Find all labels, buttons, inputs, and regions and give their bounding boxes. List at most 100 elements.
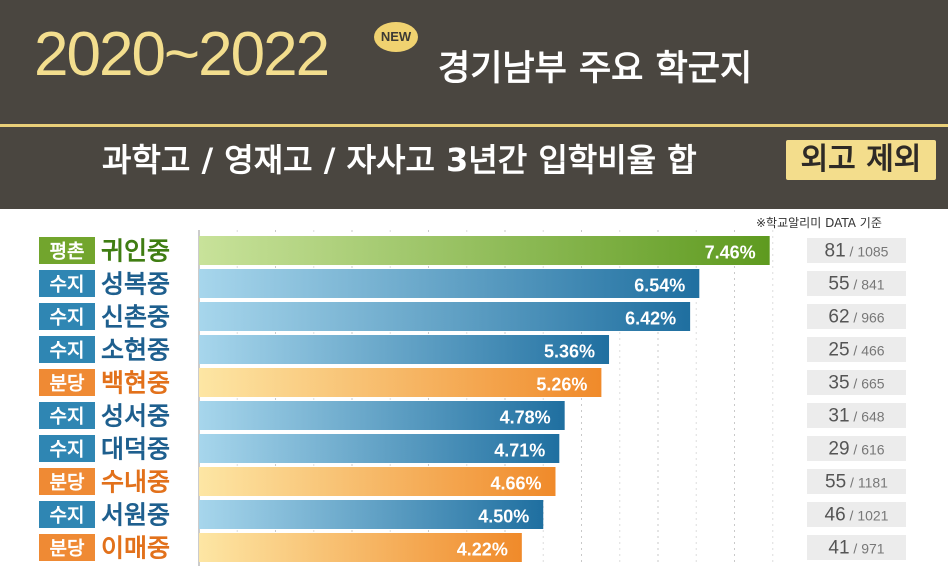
value-label: 6.54% bbox=[634, 276, 685, 296]
school-name: 이매중 bbox=[101, 534, 170, 563]
count-separator: / bbox=[850, 442, 862, 458]
total-count: 971 bbox=[861, 541, 885, 557]
region-badge bbox=[39, 402, 95, 429]
count-separator: / bbox=[850, 409, 862, 425]
bar bbox=[199, 269, 700, 298]
total-count: 466 bbox=[861, 343, 885, 359]
value-label: 4.66% bbox=[490, 474, 541, 494]
admitted-count: 31 bbox=[828, 406, 849, 427]
count-label: 55 / 1181 bbox=[825, 472, 888, 493]
bar bbox=[199, 467, 556, 496]
admitted-count: 55 bbox=[828, 274, 849, 295]
value-label: 5.36% bbox=[544, 342, 595, 362]
region-label: 수지 bbox=[50, 505, 85, 527]
region-label: 수지 bbox=[50, 439, 85, 461]
bar bbox=[199, 335, 610, 364]
total-count: 1181 bbox=[858, 475, 888, 491]
count-label: 25 / 466 bbox=[828, 340, 884, 361]
region-badge bbox=[39, 534, 95, 561]
count-separator: / bbox=[850, 310, 862, 326]
school-name: 소현중 bbox=[101, 336, 170, 365]
count-label: 29 / 616 bbox=[828, 439, 884, 460]
total-count: 616 bbox=[861, 442, 885, 458]
region-label: 수지 bbox=[50, 274, 85, 296]
count-box bbox=[807, 304, 906, 329]
bar bbox=[199, 401, 565, 430]
admitted-count: 29 bbox=[828, 439, 849, 460]
school-name: 성서중 bbox=[101, 402, 170, 431]
total-count: 841 bbox=[861, 277, 885, 293]
count-label: 81 / 1085 bbox=[825, 241, 889, 262]
bar bbox=[199, 236, 770, 265]
count-label: 55 / 841 bbox=[828, 274, 884, 295]
admitted-count: 41 bbox=[828, 538, 849, 559]
count-separator: / bbox=[850, 376, 862, 392]
school-name: 귀인중 bbox=[101, 237, 170, 266]
bar bbox=[199, 368, 602, 397]
value-label: 4.71% bbox=[494, 441, 545, 461]
count-separator: / bbox=[846, 508, 858, 524]
total-count: 966 bbox=[861, 310, 885, 326]
count-box bbox=[807, 535, 906, 560]
value-label: 4.22% bbox=[457, 540, 508, 560]
count-box bbox=[807, 403, 906, 428]
count-box bbox=[807, 502, 906, 527]
region-badge bbox=[39, 237, 95, 264]
school-name: 서원중 bbox=[101, 501, 170, 530]
count-separator: / bbox=[846, 475, 858, 491]
admitted-count: 55 bbox=[825, 472, 846, 493]
count-box bbox=[807, 370, 906, 395]
bar bbox=[199, 500, 544, 529]
subtitle-badge: 외고 제외 bbox=[786, 140, 936, 180]
region-label: 분당 bbox=[50, 538, 85, 560]
value-label: 4.78% bbox=[500, 408, 551, 428]
region-label: 분당 bbox=[50, 373, 85, 395]
new-badge: NEW bbox=[374, 22, 418, 52]
region-badge bbox=[39, 270, 95, 297]
school-name: 수내중 bbox=[101, 468, 170, 497]
subtitle: 과학고 / 영재고 / 자사고 3년간 입학비율 합 bbox=[102, 141, 697, 179]
value-label: 7.46% bbox=[705, 243, 756, 263]
title-years: 2020~2022 bbox=[34, 20, 330, 89]
total-count: 1085 bbox=[857, 244, 888, 260]
page-title: 경기남부 주요 학군지 bbox=[438, 49, 753, 89]
region-label: 수지 bbox=[50, 406, 85, 428]
region-badge bbox=[39, 369, 95, 396]
count-label: 62 / 966 bbox=[828, 307, 884, 328]
admitted-count: 46 bbox=[825, 505, 846, 526]
region-badge bbox=[39, 303, 95, 330]
total-count: 648 bbox=[861, 409, 885, 425]
count-label: 41 / 971 bbox=[828, 538, 884, 559]
header-banner: 2020~2022 NEW 경기남부 주요 학군지 과학고 / 영재고 / 자사… bbox=[0, 0, 948, 209]
count-box bbox=[807, 238, 906, 263]
region-badge bbox=[39, 435, 95, 462]
region-label: 평촌 bbox=[50, 241, 85, 263]
total-count: 665 bbox=[861, 376, 885, 392]
count-separator: / bbox=[846, 244, 858, 260]
bar bbox=[199, 302, 691, 331]
count-label: 46 / 1021 bbox=[825, 505, 889, 526]
bar bbox=[199, 533, 522, 562]
source-note: ※학교알리미 DATA 기준 bbox=[756, 216, 882, 230]
value-label: 6.42% bbox=[625, 309, 676, 329]
count-box bbox=[807, 436, 906, 461]
region-badge bbox=[39, 501, 95, 528]
total-count: 1021 bbox=[857, 508, 888, 524]
region-badge bbox=[39, 468, 95, 495]
region-label: 수지 bbox=[50, 340, 85, 362]
count-label: 31 / 648 bbox=[828, 406, 884, 427]
admitted-count: 35 bbox=[828, 373, 849, 394]
count-box bbox=[807, 337, 906, 362]
count-box bbox=[807, 469, 906, 494]
school-name: 대덕중 bbox=[101, 435, 170, 464]
value-label: 5.26% bbox=[536, 375, 587, 395]
region-badge bbox=[39, 336, 95, 363]
bar bbox=[199, 434, 560, 463]
admitted-count: 62 bbox=[828, 307, 849, 328]
count-separator: / bbox=[850, 343, 862, 359]
count-label: 35 / 665 bbox=[828, 373, 884, 394]
school-name: 백현중 bbox=[101, 369, 170, 398]
value-label: 4.50% bbox=[478, 507, 529, 527]
school-name: 성복중 bbox=[101, 270, 170, 299]
school-name: 신촌중 bbox=[101, 303, 170, 332]
